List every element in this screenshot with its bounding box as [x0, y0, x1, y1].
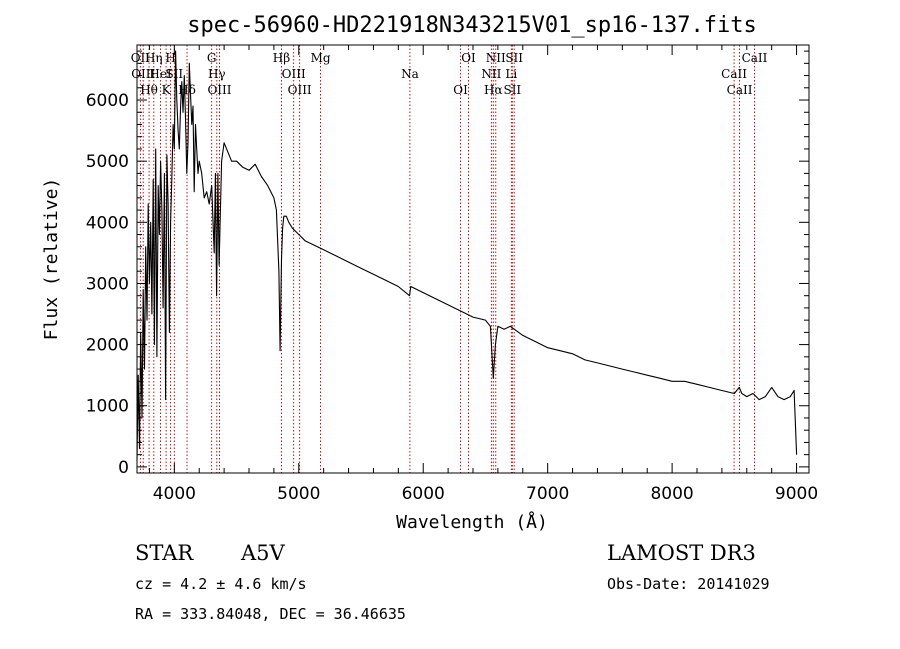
x-tick-label: 5000	[277, 484, 320, 504]
obs-date: Obs-Date: 20141029	[607, 575, 770, 593]
spectrum-line	[136, 50, 798, 461]
line-marker-label: Na	[401, 67, 419, 81]
x-tick-label: 4000	[153, 484, 196, 504]
survey-name: LAMOST DR3	[607, 541, 756, 565]
x-tick-label: 9000	[775, 484, 818, 504]
line-marker-label: CaII	[742, 51, 768, 65]
line-marker-label: Mg	[311, 51, 331, 65]
line-marker-label: NII	[486, 51, 506, 65]
chart-title: spec-56960-HD221918N343215V01_sp16-137.f…	[187, 13, 757, 38]
line-marker-label: H	[165, 51, 175, 65]
y-axis-label: Flux (relative)	[41, 178, 62, 341]
line-marker-label: Hα	[484, 83, 503, 97]
line-marker-label: OII	[131, 51, 151, 65]
line-marker-label: OIII	[288, 83, 312, 97]
line-marker-label: OI	[453, 83, 468, 97]
line-marker-label: HeI	[149, 67, 172, 81]
plot-frame	[136, 44, 810, 474]
coordinates: RA = 333.84048, DEC = 36.46635	[135, 605, 406, 623]
emission-line-labels: OIIOIIIHθHηHeIKHSIIHδGHγOIIIHβOIIIOIIIMg…	[131, 51, 768, 97]
x-tick-label: 6000	[402, 484, 445, 504]
line-marker-label: Hβ	[273, 51, 290, 65]
line-marker-label: NII	[481, 67, 501, 81]
line-marker-label: Li	[505, 67, 517, 81]
spectral-class: A5V	[240, 541, 286, 565]
line-marker-label: K	[162, 83, 172, 97]
object-type: STAR	[135, 541, 194, 565]
line-marker-label: Hθ	[140, 83, 158, 97]
x-tick-label: 8000	[650, 484, 693, 504]
velocity-readout: cz = 4.2 ± 4.6 km/s	[135, 575, 307, 593]
line-marker-label: OIII	[207, 83, 231, 97]
line-marker-label: Hη	[145, 51, 163, 65]
y-tick-label: 3000	[86, 274, 129, 294]
line-marker-label: SII	[505, 51, 523, 65]
line-marker-label: OI	[461, 51, 476, 65]
line-marker-label: G	[207, 51, 217, 65]
spectrum-series	[136, 50, 798, 461]
line-marker-label: CaII	[721, 67, 747, 81]
line-marker-label: Hγ	[208, 67, 226, 81]
line-marker-label: CaII	[727, 83, 753, 97]
line-marker-label: OIII	[282, 67, 306, 81]
emission-line-markers	[139, 45, 755, 473]
y-tick-label: 0	[118, 458, 129, 478]
y-tick-label: 6000	[86, 91, 129, 111]
y-tick-label: 2000	[86, 336, 129, 356]
line-marker-label: SII	[503, 83, 521, 97]
line-marker-label: SII	[165, 67, 183, 81]
y-tick-label: 1000	[86, 397, 129, 417]
y-tick-label: 5000	[86, 152, 129, 172]
x-axis-label: Wavelength (Å)	[396, 511, 548, 533]
y-tick-label: 4000	[86, 213, 129, 233]
x-axis: 4000 5000 6000 7000 8000 9000	[148, 45, 818, 504]
y-axis: 0 1000 2000 3000 4000 5000 6000	[86, 50, 809, 478]
x-tick-label: 7000	[526, 484, 569, 504]
